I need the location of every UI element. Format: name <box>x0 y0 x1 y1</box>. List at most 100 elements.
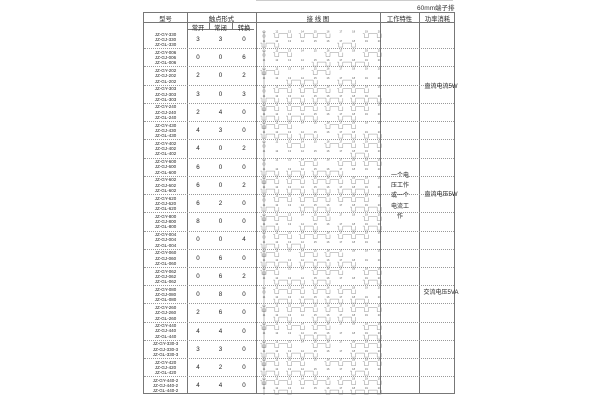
svg-text:11: 11 <box>263 158 266 162</box>
svg-text:13: 13 <box>288 167 291 171</box>
svg-text:14: 14 <box>301 131 304 135</box>
svg-text:18: 18 <box>352 213 355 217</box>
svg-text:16: 16 <box>327 30 330 34</box>
svg-text:15: 15 <box>314 103 317 107</box>
svg-text:17: 17 <box>339 194 342 198</box>
svg-text:20: 20 <box>378 313 381 317</box>
svg-text:19: 19 <box>365 112 368 116</box>
svg-text:15: 15 <box>314 149 317 153</box>
svg-text:15: 15 <box>314 377 317 381</box>
svg-text:13: 13 <box>288 349 291 353</box>
svg-text:13: 13 <box>288 121 291 125</box>
svg-text:18: 18 <box>352 203 355 207</box>
svg-text:14: 14 <box>301 112 304 116</box>
svg-text:16: 16 <box>327 322 330 326</box>
svg-text:15: 15 <box>314 222 317 226</box>
svg-text:18: 18 <box>352 121 355 125</box>
svg-text:16: 16 <box>327 258 330 262</box>
svg-text:17: 17 <box>339 213 342 217</box>
svg-text:19: 19 <box>365 158 368 162</box>
svg-text:13: 13 <box>288 194 291 198</box>
svg-text:12: 12 <box>275 313 278 317</box>
svg-text:13: 13 <box>288 258 291 262</box>
svg-text:14: 14 <box>301 349 304 353</box>
svg-text:18: 18 <box>352 240 355 244</box>
svg-text:15: 15 <box>314 85 317 89</box>
svg-text:16: 16 <box>327 222 330 226</box>
svg-text:19: 19 <box>365 167 368 171</box>
svg-text:20: 20 <box>378 222 381 226</box>
svg-text:15: 15 <box>314 286 317 290</box>
svg-text:17: 17 <box>339 222 342 226</box>
svg-text:12: 12 <box>275 76 278 80</box>
svg-text:13: 13 <box>288 49 291 53</box>
svg-text:13: 13 <box>288 313 291 317</box>
svg-text:18: 18 <box>352 30 355 34</box>
svg-text:11: 11 <box>263 249 266 253</box>
svg-text:11: 11 <box>263 103 266 107</box>
svg-text:16: 16 <box>327 185 330 189</box>
svg-text:14: 14 <box>301 240 304 244</box>
svg-text:15: 15 <box>314 313 317 317</box>
svg-text:11: 11 <box>263 85 266 89</box>
svg-text:20: 20 <box>378 112 381 116</box>
svg-text:14: 14 <box>301 103 304 107</box>
svg-text:16: 16 <box>327 58 330 62</box>
svg-text:14: 14 <box>301 121 304 125</box>
svg-text:15: 15 <box>314 176 317 180</box>
svg-text:18: 18 <box>352 158 355 162</box>
svg-text:20: 20 <box>378 304 381 308</box>
svg-text:19: 19 <box>365 295 368 299</box>
svg-text:11: 11 <box>263 231 266 235</box>
svg-text:19: 19 <box>365 39 368 43</box>
svg-text:19: 19 <box>365 67 368 71</box>
svg-text:18: 18 <box>352 267 355 271</box>
svg-text:20: 20 <box>378 140 381 144</box>
svg-text:13: 13 <box>288 358 291 362</box>
svg-text:17: 17 <box>339 58 342 62</box>
svg-text:17: 17 <box>339 149 342 153</box>
svg-text:11: 11 <box>263 121 266 125</box>
svg-text:20: 20 <box>378 377 381 381</box>
svg-text:15: 15 <box>314 213 317 217</box>
svg-text:19: 19 <box>365 85 368 89</box>
svg-text:16: 16 <box>327 304 330 308</box>
svg-text:16: 16 <box>327 67 330 71</box>
svg-text:11: 11 <box>263 304 266 308</box>
svg-text:20: 20 <box>378 340 381 344</box>
svg-text:20: 20 <box>378 76 381 80</box>
svg-text:11: 11 <box>263 295 266 299</box>
svg-text:17: 17 <box>339 331 342 335</box>
svg-text:16: 16 <box>327 358 330 362</box>
svg-text:17: 17 <box>339 112 342 116</box>
svg-text:15: 15 <box>314 304 317 308</box>
svg-text:11: 11 <box>263 140 266 144</box>
svg-text:12: 12 <box>275 340 278 344</box>
svg-text:12: 12 <box>275 358 278 362</box>
svg-text:18: 18 <box>352 322 355 326</box>
svg-text:17: 17 <box>339 185 342 189</box>
svg-text:18: 18 <box>352 349 355 353</box>
svg-text:20: 20 <box>378 67 381 71</box>
svg-text:15: 15 <box>314 368 317 372</box>
svg-text:12: 12 <box>275 276 278 280</box>
svg-text:19: 19 <box>365 322 368 326</box>
svg-text:18: 18 <box>352 94 355 98</box>
svg-text:14: 14 <box>301 331 304 335</box>
svg-text:13: 13 <box>288 295 291 299</box>
svg-text:18: 18 <box>352 112 355 116</box>
svg-text:14: 14 <box>301 194 304 198</box>
svg-text:17: 17 <box>339 249 342 253</box>
svg-text:16: 16 <box>327 131 330 135</box>
svg-text:20: 20 <box>378 103 381 107</box>
svg-text:11: 11 <box>263 331 266 335</box>
svg-text:18: 18 <box>352 258 355 262</box>
svg-text:19: 19 <box>365 140 368 144</box>
svg-text:12: 12 <box>275 121 278 125</box>
svg-text:20: 20 <box>378 267 381 271</box>
svg-text:19: 19 <box>365 194 368 198</box>
svg-text:16: 16 <box>327 94 330 98</box>
svg-text:13: 13 <box>288 386 291 390</box>
svg-text:16: 16 <box>327 203 330 207</box>
svg-text:12: 12 <box>275 67 278 71</box>
